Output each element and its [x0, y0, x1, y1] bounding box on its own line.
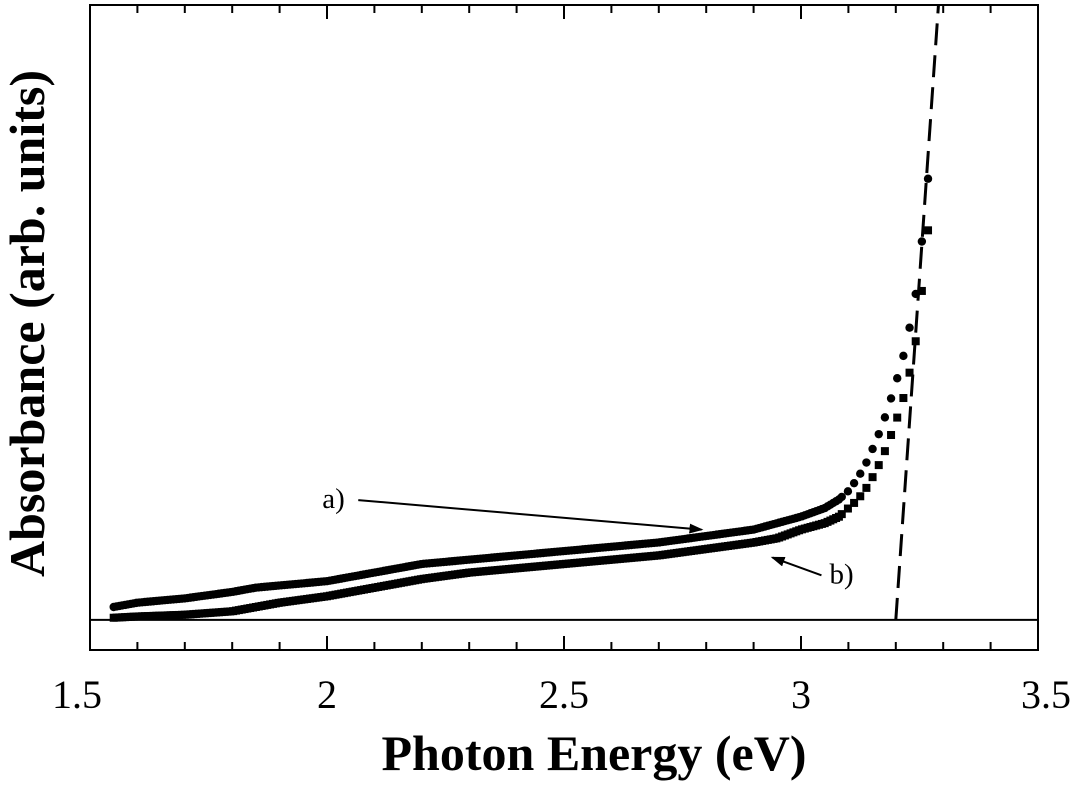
data-point: [924, 226, 933, 235]
data-point: [880, 413, 890, 422]
data-point: [899, 351, 908, 361]
x-axis-title: Photon Energy (eV): [382, 725, 807, 781]
data-point: [868, 444, 877, 454]
x-tick-label: 1.5: [52, 672, 102, 717]
series-1: [109, 174, 933, 612]
annotation-label: b): [829, 558, 853, 590]
data-point: [856, 492, 865, 501]
data-point: [893, 374, 902, 383]
data-point: [917, 237, 927, 246]
annotation-2: b): [770, 556, 854, 590]
data-point: [911, 337, 920, 346]
x-tick-label: 2: [317, 672, 337, 717]
data-point: [874, 429, 883, 439]
data-point: [850, 498, 859, 507]
data-point: [868, 473, 877, 482]
x-tick-label: 3: [791, 672, 811, 717]
data-point: [899, 394, 908, 403]
y-axis-title: Absorbance (arb. units): [0, 70, 55, 577]
annotation-label: a): [322, 483, 345, 515]
annotation-arrow: [770, 556, 822, 577]
data-point: [862, 483, 871, 492]
data-point: [887, 431, 896, 439]
data-point: [849, 478, 859, 488]
data-point: [862, 458, 871, 467]
data-point: [874, 461, 883, 470]
data-point: [886, 394, 896, 403]
data-point: [837, 510, 846, 519]
annotation-arrow: [358, 499, 704, 534]
data-point: [856, 469, 865, 478]
data-point: [880, 447, 889, 456]
fit-line: [894, 4, 940, 621]
data-point: [923, 174, 933, 183]
x-tick-label: 3.5: [1021, 672, 1071, 717]
data-point: [837, 492, 846, 502]
data-point: [905, 323, 914, 332]
series-2: [109, 226, 933, 622]
data-point: [905, 368, 914, 377]
data-point: [843, 504, 852, 513]
data-point: [843, 487, 853, 496]
data-point: [917, 286, 926, 295]
data-point: [893, 413, 902, 422]
annotation-1: a): [322, 483, 704, 534]
x-tick-label: 2.5: [539, 672, 589, 717]
